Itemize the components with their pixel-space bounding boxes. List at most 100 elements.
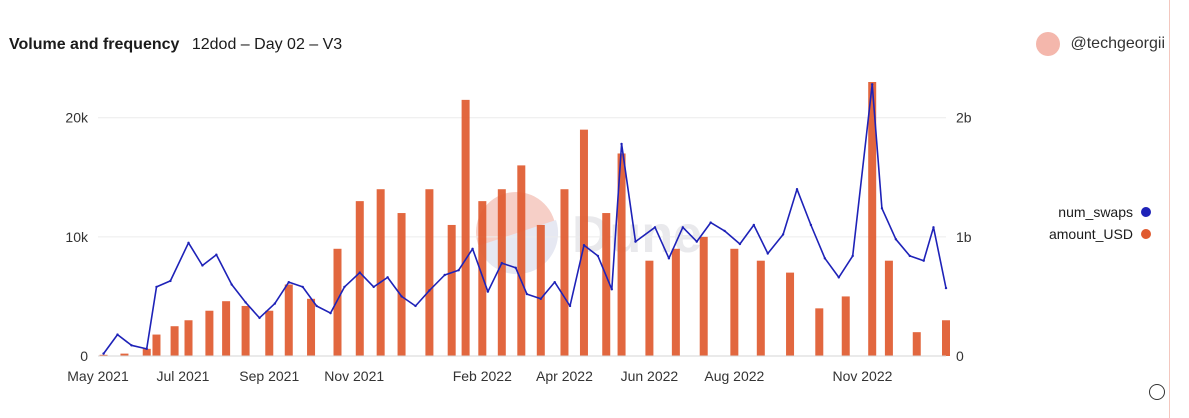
amount-usd-bar[interactable] xyxy=(536,224,545,356)
num-swaps-point[interactable] xyxy=(215,253,218,256)
num-swaps-point[interactable] xyxy=(795,188,799,191)
amount-usd-bar[interactable] xyxy=(884,260,893,356)
num-swaps-point[interactable] xyxy=(752,223,756,227)
author-name[interactable]: @techgeorgii xyxy=(1070,35,1165,52)
num-swaps-point[interactable] xyxy=(620,142,623,146)
amount-usd-bar[interactable] xyxy=(447,224,456,356)
info-circle-icon[interactable] xyxy=(1149,384,1165,400)
amount-usd-bar[interactable] xyxy=(425,189,434,356)
num-swaps-point[interactable] xyxy=(723,229,726,233)
num-swaps-point[interactable] xyxy=(525,292,529,296)
num-swaps-point[interactable] xyxy=(932,226,935,229)
num-swaps-point[interactable] xyxy=(343,285,346,289)
amount-usd-bar[interactable] xyxy=(756,260,765,356)
amount-usd-bar[interactable] xyxy=(645,260,654,356)
num-swaps-point[interactable] xyxy=(386,276,389,279)
amount-usd-bar[interactable] xyxy=(120,353,129,356)
amount-usd-bar[interactable] xyxy=(461,99,470,356)
num-swaps-point[interactable] xyxy=(244,301,247,304)
amount-usd-bar[interactable] xyxy=(99,354,108,356)
amount-usd-bar[interactable] xyxy=(617,153,626,356)
num-swaps-point[interactable] xyxy=(596,254,600,258)
amount-usd-bar[interactable] xyxy=(241,305,250,356)
amount-usd-bar[interactable] xyxy=(868,82,877,356)
amount-usd-bar[interactable] xyxy=(397,213,406,356)
amount-usd-bar[interactable] xyxy=(942,320,950,356)
amount-usd-bar[interactable] xyxy=(142,348,151,356)
amount-usd-bar[interactable] xyxy=(284,284,293,356)
num-swaps-point[interactable] xyxy=(709,221,712,224)
num-swaps-point[interactable] xyxy=(400,295,403,298)
num-swaps-point[interactable] xyxy=(116,333,119,336)
num-swaps-point[interactable] xyxy=(201,264,204,267)
num-swaps-point[interactable] xyxy=(610,288,614,291)
num-swaps-point[interactable] xyxy=(681,226,685,229)
amount-usd-bar[interactable] xyxy=(355,201,364,356)
num-swaps-point[interactable] xyxy=(809,223,813,227)
num-swaps-point[interactable] xyxy=(634,240,637,243)
num-swaps-point[interactable] xyxy=(944,286,948,290)
amount-usd-bar[interactable] xyxy=(222,301,231,356)
num-swaps-point[interactable] xyxy=(414,304,417,308)
amount-usd-bar[interactable] xyxy=(376,189,385,356)
num-swaps-point[interactable] xyxy=(908,254,911,258)
num-swaps-point[interactable] xyxy=(894,238,898,241)
amount-usd-bar[interactable] xyxy=(602,213,611,356)
num-swaps-point[interactable] xyxy=(486,290,490,293)
num-swaps-point[interactable] xyxy=(837,276,840,279)
num-swaps-point[interactable] xyxy=(428,289,431,292)
num-swaps-point[interactable] xyxy=(443,273,446,277)
num-swaps-point[interactable] xyxy=(315,304,318,308)
author-badge[interactable]: @techgeorgii xyxy=(1036,32,1165,56)
num-swaps-point[interactable] xyxy=(539,297,542,301)
amount-usd-bar[interactable] xyxy=(478,201,487,356)
num-swaps-point[interactable] xyxy=(273,302,277,305)
num-swaps-point[interactable] xyxy=(169,279,172,283)
num-swaps-point[interactable] xyxy=(358,271,361,274)
amount-usd-bar[interactable] xyxy=(517,165,526,356)
num-swaps-point[interactable] xyxy=(329,311,332,315)
num-swaps-point[interactable] xyxy=(301,285,304,289)
num-swaps-point[interactable] xyxy=(130,344,133,347)
num-swaps-point[interactable] xyxy=(102,352,105,355)
num-swaps-point[interactable] xyxy=(695,240,698,243)
num-swaps-point[interactable] xyxy=(667,257,671,260)
num-swaps-point[interactable] xyxy=(155,285,158,289)
amount-usd-bar[interactable] xyxy=(699,236,708,356)
num-swaps-point[interactable] xyxy=(653,226,657,229)
num-swaps-point[interactable] xyxy=(568,304,572,308)
num-swaps-point[interactable] xyxy=(471,247,474,250)
num-swaps-point[interactable] xyxy=(287,280,290,284)
num-swaps-point[interactable] xyxy=(766,252,769,255)
amount-usd-bar[interactable] xyxy=(786,272,795,356)
amount-usd-bar[interactable] xyxy=(152,334,161,356)
amount-usd-bar[interactable] xyxy=(841,296,850,356)
num-swaps-point[interactable] xyxy=(880,207,884,210)
amount-usd-bar[interactable] xyxy=(205,310,214,356)
num-swaps-point[interactable] xyxy=(187,241,190,245)
amount-usd-bar[interactable] xyxy=(560,189,569,356)
amount-usd-bar[interactable] xyxy=(497,189,506,356)
amount-usd-bar[interactable] xyxy=(671,248,680,356)
num-swaps-point[interactable] xyxy=(871,83,874,86)
num-swaps-point[interactable] xyxy=(851,254,854,258)
num-swaps-point[interactable] xyxy=(781,233,785,236)
amount-usd-bar[interactable] xyxy=(265,310,274,356)
num-swaps-point[interactable] xyxy=(230,283,233,286)
num-swaps-point[interactable] xyxy=(582,244,586,247)
num-swaps-point[interactable] xyxy=(738,242,742,246)
num-swaps-point[interactable] xyxy=(457,269,460,272)
legend-item-amount-usd[interactable]: amount_USD xyxy=(1049,223,1151,245)
amount-usd-bar[interactable] xyxy=(184,320,193,356)
amount-usd-bar[interactable] xyxy=(170,326,179,356)
legend-item-num-swaps[interactable]: num_swaps xyxy=(1049,201,1151,223)
num-swaps-point[interactable] xyxy=(145,347,148,351)
num-swaps-point[interactable] xyxy=(823,257,827,260)
amount-usd-bar[interactable] xyxy=(579,129,588,356)
amount-usd-bar[interactable] xyxy=(815,308,824,356)
amount-usd-bar[interactable] xyxy=(307,298,316,356)
num-swaps-point[interactable] xyxy=(500,261,504,265)
amount-usd-bar[interactable] xyxy=(333,248,342,356)
amount-usd-bar[interactable] xyxy=(730,248,739,356)
num-swaps-point[interactable] xyxy=(922,259,925,262)
